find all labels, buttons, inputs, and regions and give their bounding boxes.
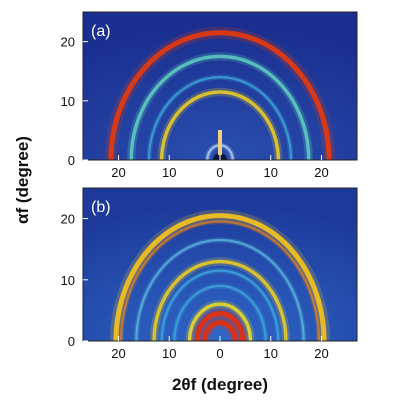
panel-b-y-tick-label: 20: [61, 212, 75, 227]
panel-a-y-tick-label: 20: [61, 35, 75, 50]
panel-b-y-tick-label: 0: [68, 334, 75, 349]
panel-b: (b) 20 10 0 10 20 0 10 20: [61, 187, 358, 361]
panel-a-ring-1: [129, 55, 311, 160]
panel-b-ring-4: [160, 269, 280, 341]
panel-a-y-tick-label: 10: [61, 94, 75, 109]
panel-a-x-tick-label: 20: [111, 165, 125, 180]
panel-b-x-tick-label: 10: [162, 346, 176, 361]
panel-b-ring-3: [152, 259, 288, 341]
panel-a-x-tick-label: 10: [162, 165, 176, 180]
panel-b-ring-5: [173, 284, 267, 341]
panel-a-y-tick-label: 0: [68, 153, 75, 168]
panel-a-x-ticks: 20 10 0 10 20: [111, 155, 329, 180]
panel-b-ring-6: [187, 302, 253, 341]
panel-b-ring-7: [194, 311, 246, 341]
y-axis-label: αf (degree): [13, 136, 32, 224]
panel-b-ring-0: [113, 213, 327, 341]
panel-b-ring-8: [202, 320, 238, 341]
panel-a-ring-0: [108, 30, 332, 160]
panel-a-beamstop-rod: [218, 130, 222, 155]
panel-b-x-ticks: 20 10 0 10 20: [111, 336, 329, 361]
panel-b-x-tick-label: 20: [314, 346, 328, 361]
panel-b-ring-2: [135, 239, 305, 341]
panel-a-x-tick-label: 0: [216, 165, 223, 180]
panel-b-rings: [109, 209, 331, 341]
panel-b-ring-1: [119, 220, 321, 341]
panel-a-x-tick-label: 10: [264, 165, 278, 180]
panel-b-y-tick-label: 10: [61, 273, 75, 288]
panel-a-label: (a): [91, 23, 111, 40]
panel-a-x-tick-label: 20: [314, 165, 328, 180]
panel-b-x-tick-label: 20: [111, 346, 125, 361]
panel-a-y-ticks: 0 10 20: [61, 35, 88, 168]
panel-b-x-tick-label: 10: [264, 346, 278, 361]
panel-b-label: (b): [91, 199, 111, 216]
panel-b-x-tick-label: 0: [216, 346, 223, 361]
panel-a: (a) 20 10 0 10 20 0 10 20: [61, 11, 358, 180]
panel-b-y-ticks: 0 10 20: [61, 212, 88, 349]
x-axis-label: 2θf (degree): [172, 375, 268, 394]
panel-a-ring-3: [159, 90, 281, 160]
panel-a-ring-2: [147, 76, 293, 160]
